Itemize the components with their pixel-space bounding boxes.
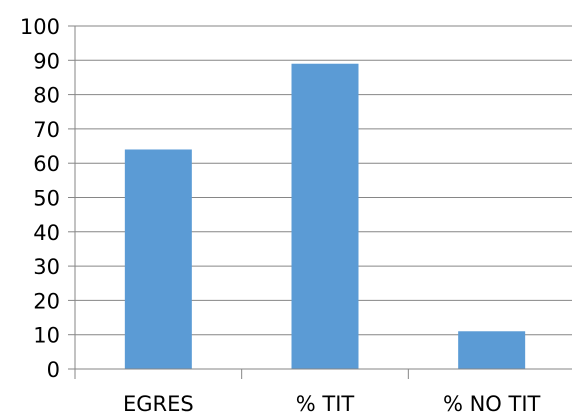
- x-category-label: EGRES: [123, 392, 194, 415]
- y-tick-label: 50: [33, 187, 60, 211]
- bar: [291, 63, 359, 369]
- y-tick-label: 0: [47, 358, 60, 382]
- x-category-labels: EGRES % TIT % NO TIT: [123, 392, 541, 415]
- y-tick-label: 80: [33, 84, 60, 108]
- x-category-label: % NO TIT: [443, 392, 541, 415]
- y-tick-label: 30: [33, 255, 60, 279]
- axes: [68, 25, 572, 379]
- y-tick-labels: 0 10 20 30 40 50 60 70 80 90 100: [20, 15, 60, 382]
- bar: [458, 331, 526, 369]
- y-tick-label: 10: [33, 324, 60, 348]
- y-tick-label: 20: [33, 289, 60, 313]
- y-tick-label: 90: [33, 49, 60, 73]
- y-tick-label: 60: [33, 152, 60, 176]
- x-category-label: % TIT: [296, 392, 355, 415]
- y-tick-label: 100: [20, 15, 60, 39]
- bar: [124, 149, 192, 369]
- y-tick-label: 70: [33, 118, 60, 142]
- y-tick-label: 40: [33, 221, 60, 245]
- bars: [124, 63, 526, 369]
